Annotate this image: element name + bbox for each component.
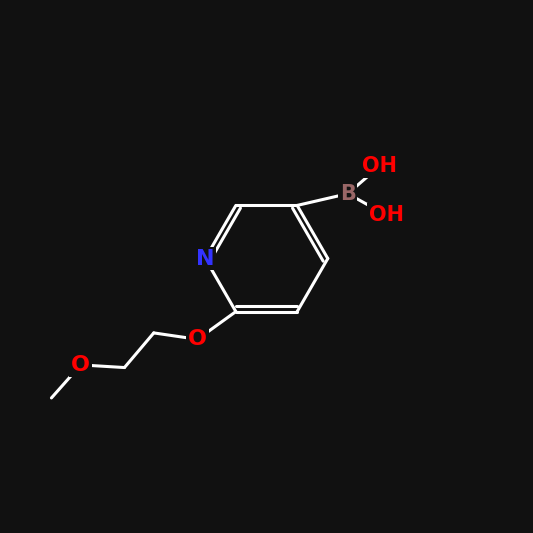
Text: O: O — [188, 329, 207, 349]
Text: N: N — [196, 248, 214, 269]
Text: OH: OH — [362, 156, 397, 176]
Text: OH: OH — [369, 205, 403, 225]
Text: O: O — [71, 355, 90, 375]
Text: B: B — [340, 184, 356, 204]
